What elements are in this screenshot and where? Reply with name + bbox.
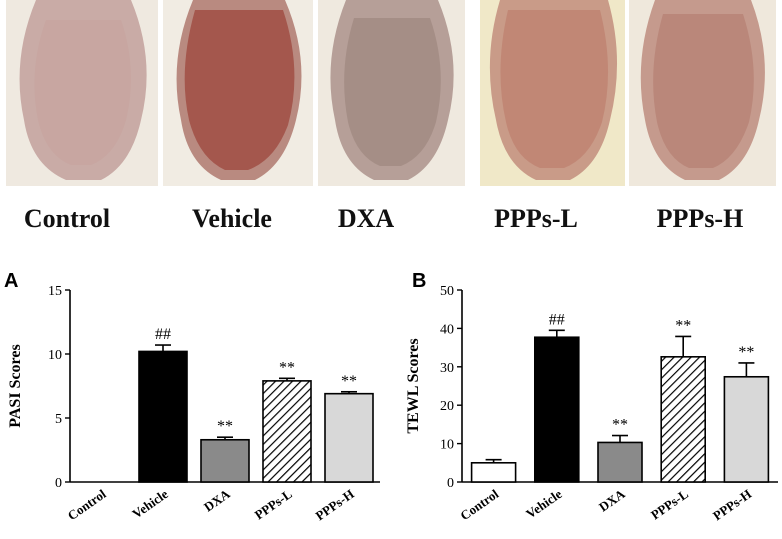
y-tick-label: 10 xyxy=(440,438,454,453)
y-tick-label: 50 xyxy=(440,284,454,299)
photo-ppps-h xyxy=(629,0,776,186)
mouse-skin-image xyxy=(163,0,313,186)
x-tick-label: Vehicle xyxy=(523,486,565,521)
bar xyxy=(324,392,374,483)
y-tick-label: 5 xyxy=(55,412,62,427)
bar xyxy=(470,462,517,483)
bar xyxy=(200,438,250,483)
bar xyxy=(597,441,643,483)
significance-label: ** xyxy=(217,418,233,435)
x-tick-label: DXA xyxy=(201,486,233,515)
significance-label: ** xyxy=(675,317,691,334)
bar xyxy=(660,356,707,483)
group-label-vehicle: Vehicle xyxy=(192,204,272,233)
photo-control xyxy=(6,0,158,186)
x-tick-label: PPPs-L xyxy=(648,486,691,522)
y-axis-label: PASI Scores xyxy=(7,344,24,427)
group-label-ppps-l: PPPs-L xyxy=(494,204,578,233)
y-tick-label: 30 xyxy=(440,361,454,376)
mouse-skin-image xyxy=(480,0,625,186)
bar xyxy=(723,375,770,483)
mouse-skin-image xyxy=(629,0,776,186)
y-tick-label: 10 xyxy=(48,348,62,363)
bar xyxy=(262,380,312,483)
x-tick-label: Control xyxy=(457,486,501,523)
significance-label: ** xyxy=(279,359,295,376)
x-tick-label: DXA xyxy=(596,486,628,515)
significance-label: ** xyxy=(738,344,754,361)
chart-tewl: 0 10 20 30 40 50 TEWL Scores Control ## Vehicle **… xyxy=(405,284,778,523)
panel-letter-b: B xyxy=(412,270,427,292)
bar xyxy=(138,350,188,483)
x-tick-label: PPPs-H xyxy=(710,486,754,523)
significance-label: ** xyxy=(341,373,357,390)
y-axis-label: TEWL Scores xyxy=(405,338,422,433)
photo-vehicle xyxy=(163,0,313,186)
x-tick-label: Control xyxy=(65,486,109,523)
group-label-dxa: DXA xyxy=(337,204,395,233)
x-tick-label: Vehicle xyxy=(129,486,171,521)
y-tick-label: 15 xyxy=(48,284,62,299)
group-label-control: Control xyxy=(23,204,111,233)
bar xyxy=(534,336,580,483)
x-tick-label: PPPs-H xyxy=(313,486,357,523)
y-tick-label: 0 xyxy=(447,476,454,491)
significance-label: ## xyxy=(549,311,565,328)
x-tick-label: PPPs-L xyxy=(252,486,295,522)
y-tick-label: 40 xyxy=(440,322,454,337)
group-label-ppps-h: PPPs-H xyxy=(656,204,744,233)
significance-label: ** xyxy=(612,417,628,434)
mouse-skin-image xyxy=(6,0,158,186)
significance-label: ## xyxy=(155,326,171,343)
panel-letter-a: A xyxy=(4,270,19,292)
photo-ppps-l xyxy=(480,0,625,186)
y-tick-label: 0 xyxy=(55,476,62,491)
photo-dxa xyxy=(318,0,465,186)
chart-pasi: 0 5 10 15 PASI Scores Control ## Vehicle ** DXA **… xyxy=(7,284,380,523)
y-tick-label: 20 xyxy=(440,399,454,414)
mouse-skin-image xyxy=(318,0,465,186)
